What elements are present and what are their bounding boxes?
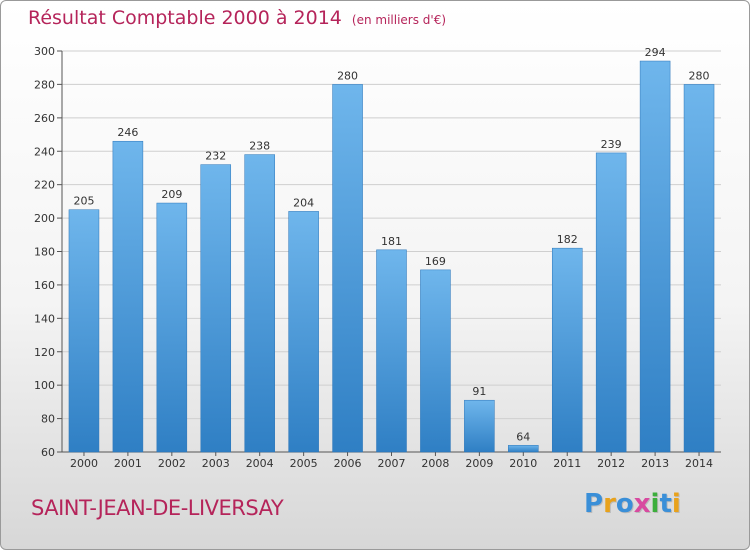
bar: [112, 140, 144, 453]
data-label: 238: [249, 140, 270, 153]
y-tick-label: 280: [34, 78, 55, 91]
y-tick-label: 300: [34, 45, 55, 58]
x-tick-label: 2005: [290, 457, 318, 470]
data-label: 91: [472, 385, 486, 398]
data-label: 181: [381, 235, 402, 248]
y-tick-label: 100: [34, 379, 55, 392]
data-label: 239: [601, 138, 622, 151]
bar: [288, 211, 319, 453]
x-tick-label: 2014: [685, 457, 713, 470]
x-tick-label: 2008: [421, 457, 449, 470]
bar: [551, 247, 583, 453]
x-tick-label: 2002: [158, 457, 186, 470]
chart-title: Résultat Comptable 2000 à 2014 (en millie…: [28, 7, 446, 29]
data-label: 232: [205, 150, 226, 163]
logo-letter: i: [650, 489, 660, 519]
data-label: 294: [645, 46, 666, 59]
chart-title-text: Résultat Comptable 2000 à 2014: [28, 7, 342, 29]
data-label: 205: [73, 195, 94, 208]
x-tick-label: 2012: [597, 457, 625, 470]
x-tick-label: 2007: [378, 457, 406, 470]
bar: [332, 84, 363, 453]
y-tick-label: 200: [34, 212, 55, 225]
bar: [639, 60, 671, 453]
bar: [464, 399, 495, 453]
y-tick-label: 240: [34, 145, 55, 158]
y-tick-label: 260: [34, 112, 55, 125]
bar: [683, 84, 715, 453]
x-tick-label: 2004: [246, 457, 274, 470]
y-tick-label: 80: [41, 413, 55, 426]
x-tick-label: 2009: [465, 457, 493, 470]
bar: [156, 202, 188, 453]
y-tick-label: 220: [34, 179, 55, 192]
x-tick-label: 2013: [641, 457, 669, 470]
data-label: 169: [425, 255, 446, 268]
x-tick-label: 2003: [202, 457, 230, 470]
bar: [420, 269, 451, 453]
unit-note: (en milliers d'€): [351, 13, 447, 27]
logo-letter: t: [659, 489, 672, 519]
x-tick-label: 2011: [553, 457, 581, 470]
data-label: 280: [337, 69, 358, 82]
x-tick-label: 2006: [334, 457, 362, 470]
logo-letter: P: [584, 489, 604, 519]
data-label: 204: [293, 196, 314, 209]
bar: [200, 164, 232, 453]
data-label: 64: [516, 430, 530, 443]
y-tick-label: 60: [41, 446, 55, 459]
data-label: 209: [161, 188, 182, 201]
y-tick-label: 140: [34, 312, 55, 325]
bar: [508, 445, 539, 453]
proxiti-logo[interactable]: Proxiti: [584, 489, 681, 519]
data-label: 246: [117, 126, 138, 139]
bar: [376, 249, 407, 453]
y-tick-label: 160: [34, 279, 55, 292]
y-tick-label: 120: [34, 346, 55, 359]
logo-letter: x: [633, 489, 651, 519]
x-tick-label: 2001: [114, 457, 142, 470]
logo-letter: r: [603, 489, 616, 519]
bar: [68, 209, 100, 453]
data-label: 182: [557, 233, 578, 246]
data-label: 280: [689, 69, 710, 82]
logo-letter: i: [671, 489, 681, 519]
y-tick-label: 180: [34, 246, 55, 259]
x-tick-label: 2000: [70, 457, 98, 470]
x-tick-label: 2010: [509, 457, 537, 470]
logo-letter: o: [615, 489, 634, 519]
bar: [595, 152, 627, 453]
bar: [244, 154, 275, 453]
commune-name: SAINT-JEAN-DE-LIVERSAY: [31, 496, 284, 520]
